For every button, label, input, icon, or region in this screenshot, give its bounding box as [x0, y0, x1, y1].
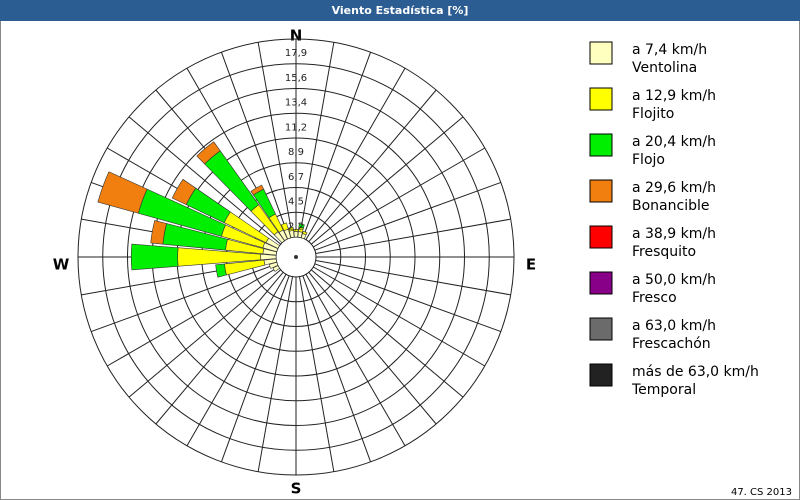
wind-segment — [97, 171, 148, 214]
spoke — [308, 89, 437, 243]
wind-segment — [298, 223, 305, 229]
spoke — [220, 275, 290, 463]
legend-range: a 29,6 km/h — [632, 180, 716, 196]
legend-range: a 63,0 km/h — [632, 318, 716, 334]
wind-segment — [250, 184, 265, 196]
spoke — [128, 116, 282, 245]
spoke — [305, 274, 406, 447]
legend-name: Frescachón — [632, 336, 711, 352]
spoke — [310, 116, 464, 245]
ring-label: 15,6 — [285, 73, 307, 84]
legend-range: a 38,9 km/h — [632, 226, 716, 242]
wind-segment — [171, 178, 197, 206]
ring-label: 6,7 — [288, 172, 304, 183]
wind-segment — [268, 261, 279, 269]
wind-segment — [215, 263, 227, 278]
spoke — [314, 181, 502, 251]
legend-name: Fresco — [632, 290, 677, 306]
legend-name: Bonancible — [632, 198, 709, 214]
legend-swatch — [589, 87, 613, 111]
wind-segment — [196, 141, 221, 165]
spoke — [298, 276, 335, 472]
calm-center — [294, 255, 298, 259]
spoke — [302, 51, 372, 239]
spoke — [313, 147, 486, 248]
spoke — [308, 271, 437, 425]
spoke — [90, 263, 278, 333]
compass-e: E — [526, 256, 536, 274]
spoke — [128, 269, 282, 398]
spoke — [302, 275, 372, 463]
legend-name: Flojito — [632, 106, 674, 122]
spoke — [257, 276, 294, 472]
ring-label: 11,2 — [285, 122, 307, 133]
wind-segment — [280, 222, 289, 232]
legend-swatch — [589, 363, 613, 387]
legend-name: Fresquito — [632, 244, 696, 260]
legend-swatch — [589, 317, 613, 341]
spoke — [305, 67, 406, 240]
wind-segment — [293, 231, 299, 238]
spoke — [298, 42, 335, 238]
wind-segment — [288, 226, 294, 232]
compass-w: W — [53, 256, 70, 274]
legend-swatch — [589, 133, 613, 157]
legend-name: Flojo — [632, 152, 665, 168]
spoke — [315, 218, 511, 255]
spoke — [257, 42, 294, 238]
spoke — [186, 274, 287, 447]
footer: 47. CS 2013 — [731, 487, 792, 498]
legend-range: a 20,4 km/h — [632, 134, 716, 150]
legend-name: Temporal — [631, 382, 696, 398]
wind-segment — [293, 228, 299, 232]
wind-segment — [272, 265, 280, 272]
ring-label: 13,4 — [285, 98, 307, 109]
ring-label: 2,2 — [288, 221, 304, 232]
compass-n: N — [290, 27, 303, 45]
chart-title: Viento Estadística [%] — [332, 4, 469, 17]
wind-segment — [302, 230, 308, 236]
legend-range: a 12,9 km/h — [632, 88, 716, 104]
legend-swatch — [589, 225, 613, 249]
ring-label: 17,9 — [285, 48, 307, 59]
title-bar — [0, 0, 800, 21]
legend-swatch — [589, 41, 613, 65]
spoke — [220, 51, 290, 239]
compass-s: S — [291, 480, 302, 498]
legend-swatch — [589, 179, 613, 203]
spoke — [314, 263, 502, 333]
legend-range: más de 63,0 km/h — [632, 364, 759, 380]
wind-segment — [130, 243, 179, 271]
spoke — [313, 266, 486, 367]
ring-label: 8,9 — [288, 147, 304, 158]
spoke — [155, 271, 284, 425]
legend-range: a 7,4 km/h — [632, 42, 707, 58]
ring-label: 4,5 — [288, 197, 304, 208]
wind-segment — [150, 220, 167, 245]
legend-range: a 50,0 km/h — [632, 272, 716, 288]
spoke — [315, 259, 511, 296]
spoke — [106, 266, 279, 367]
legend-swatch — [589, 271, 613, 295]
legend-name: Ventolina — [632, 60, 697, 76]
spoke — [310, 269, 464, 398]
